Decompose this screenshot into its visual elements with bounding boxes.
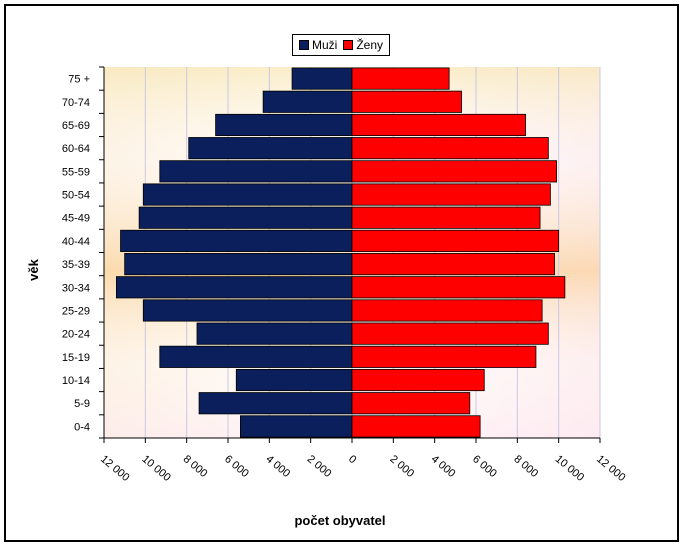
y-category-label: 25-29 [62, 305, 90, 317]
bar-muzi [159, 160, 353, 183]
bar-zeny [351, 206, 541, 229]
y-category-label: 60-64 [62, 143, 90, 155]
bar-zeny [351, 415, 481, 438]
x-axis-title: počet obyvatel [294, 513, 385, 528]
y-category-label: 0-4 [74, 421, 90, 433]
bar-zeny [351, 113, 527, 137]
bar-muzi [142, 299, 353, 322]
bar-muzi [138, 206, 353, 229]
x-tick-label: 6 000 [470, 453, 499, 480]
legend-label-zeny: Ženy [356, 38, 384, 52]
bar-muzi [142, 183, 353, 206]
y-category-label: 5-9 [74, 398, 90, 410]
bar-muzi [120, 229, 353, 252]
bar-zeny [351, 253, 555, 276]
bar-muzi [235, 368, 353, 392]
bar-muzi [198, 392, 353, 415]
x-tick-label: 4 000 [429, 453, 458, 480]
x-tick-label: 8 000 [181, 453, 210, 480]
x-tick-label: 4 000 [263, 453, 292, 480]
bar-zeny [351, 137, 549, 160]
bar-zeny [351, 160, 558, 183]
x-tick-label: 6 000 [222, 453, 251, 480]
bar-muzi [159, 345, 353, 368]
legend-swatch-zeny [343, 40, 354, 50]
x-tick-label: 2 000 [305, 453, 334, 480]
legend-item-zeny: Ženy [343, 38, 383, 52]
bar-zeny [351, 183, 551, 206]
bar-muzi [196, 322, 353, 345]
bar-muzi [291, 67, 353, 90]
x-tick-label: 12 000 [98, 453, 131, 484]
bar-muzi [124, 253, 353, 276]
bar-zeny [351, 322, 549, 345]
bar-muzi [116, 276, 353, 299]
x-tick-label: 8 000 [511, 453, 540, 480]
y-category-label: 55-59 [62, 166, 90, 178]
y-category-label: 30-34 [62, 282, 90, 294]
y-category-label: 40-44 [62, 236, 90, 248]
x-tick-label: 0 [346, 453, 358, 466]
legend-item-muzi: Muži [299, 38, 337, 52]
bar-zeny [351, 276, 566, 299]
y-category-label: 65-69 [62, 120, 90, 132]
y-category-label: 35-39 [62, 259, 90, 271]
bar-zeny [351, 67, 450, 90]
bar-zeny [351, 299, 543, 322]
y-category-label: 75 + [68, 74, 90, 86]
y-category-label: 45-49 [62, 213, 90, 225]
bar-zeny [351, 368, 485, 392]
bar-zeny [351, 90, 462, 113]
bar-muzi [239, 415, 353, 438]
bar-zeny [351, 392, 471, 415]
y-axis-title: věk [26, 258, 41, 280]
bar-zeny [351, 229, 560, 252]
bar-zeny [351, 345, 537, 368]
x-tick-label: 10 000 [553, 453, 586, 484]
x-tick-label: 2 000 [387, 453, 416, 480]
legend-swatch-muzi [299, 40, 309, 50]
y-category-label: 70-74 [62, 97, 90, 109]
y-category-label: 15-19 [62, 352, 90, 364]
x-tick-label: 12 000 [594, 453, 627, 484]
bar-muzi [215, 113, 353, 137]
y-category-label: 20-24 [62, 329, 90, 341]
x-tick-label: 10 000 [139, 453, 172, 484]
legend-label-muzi: Muži [312, 38, 338, 52]
bar-muzi [188, 137, 353, 160]
bar-muzi [262, 90, 353, 113]
y-category-label: 50-54 [62, 190, 90, 202]
y-category-label: 10-14 [62, 375, 90, 387]
legend: Muži Ženy [292, 34, 391, 56]
